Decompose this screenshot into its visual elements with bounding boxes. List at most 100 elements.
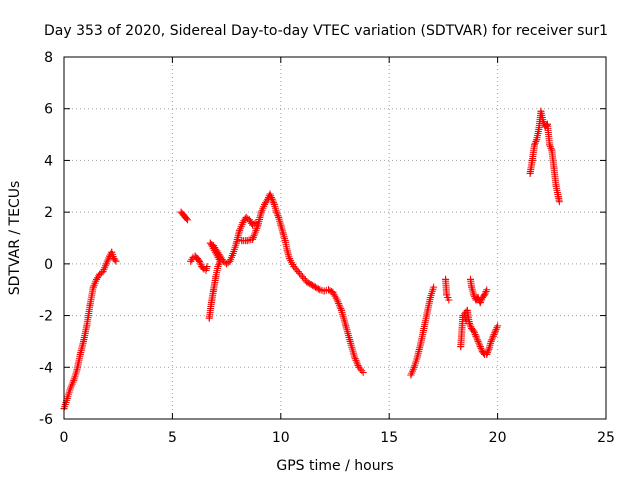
data-point-marker (196, 259, 204, 267)
data-point (324, 286, 332, 294)
data-point (249, 235, 257, 243)
data-point-marker (473, 334, 481, 342)
data-point-marker (547, 144, 555, 152)
data-point-marker (273, 210, 281, 218)
x-tick-label: 5 (168, 430, 177, 446)
data-point-marker (358, 367, 366, 375)
data-point (445, 296, 453, 304)
data-point (333, 296, 341, 304)
data-point-marker (478, 295, 486, 303)
data-point-marker (351, 355, 359, 363)
data-point (346, 337, 354, 345)
data-series (60, 248, 120, 413)
data-point (283, 247, 291, 255)
data-point-marker (296, 269, 304, 277)
data-point (216, 252, 224, 260)
data-series (457, 275, 502, 358)
data-point-marker (335, 300, 343, 308)
data-point (63, 394, 71, 402)
data-point (99, 268, 107, 276)
data-point (294, 268, 302, 276)
tick-layer: 0 5 10 15 20 25 -6 -4 -2 0 2 4 6 8 (39, 50, 615, 446)
data-point-marker (306, 280, 314, 288)
data-point-marker (337, 305, 345, 313)
data-point (272, 208, 280, 216)
data-point-marker (349, 349, 357, 357)
data-point-marker (345, 334, 353, 342)
y-tick-label: -4 (39, 360, 53, 376)
data-point (106, 252, 114, 260)
data-point (462, 317, 470, 325)
data-point-marker (309, 281, 317, 289)
data-point (457, 343, 465, 351)
data-point (266, 190, 274, 198)
data-point (261, 200, 269, 208)
data-point-marker (277, 223, 285, 231)
data-point (537, 107, 545, 115)
data-point-marker (339, 310, 347, 318)
data-point-marker (480, 292, 488, 300)
x-tick-label: 25 (597, 430, 615, 446)
data-point-marker (343, 326, 351, 334)
data-point-marker (489, 334, 497, 342)
x-tick-label: 15 (380, 430, 398, 446)
data-point (214, 262, 222, 270)
data-point (554, 193, 562, 201)
data-point (548, 146, 556, 154)
data-point-marker (250, 232, 258, 240)
data-point (533, 136, 541, 144)
data-point-marker (490, 331, 498, 339)
data-point (555, 198, 563, 206)
y-tick-label: -6 (39, 412, 53, 428)
data-point-marker (182, 215, 190, 223)
data-point-marker (291, 264, 299, 272)
data-point (303, 278, 311, 286)
data-point-marker (484, 347, 492, 355)
data-point (407, 371, 415, 379)
data-point (275, 213, 283, 221)
data-point-marker (267, 192, 275, 200)
data-point (423, 309, 431, 317)
data-point (196, 257, 203, 265)
data-point-marker (488, 336, 496, 344)
data-point (535, 125, 543, 133)
data-point (494, 322, 502, 330)
data-point-marker (483, 349, 491, 357)
data-point (467, 275, 474, 283)
data-point-marker (278, 227, 286, 235)
data-point (546, 141, 554, 149)
data-point (320, 287, 328, 295)
data-point (229, 250, 237, 258)
data-point-marker (111, 256, 119, 264)
data-point-marker (531, 139, 539, 147)
data-series (526, 107, 563, 206)
data-point (67, 384, 75, 392)
data-point-marker (477, 297, 485, 305)
data-point (210, 242, 218, 250)
data-point-marker (345, 332, 353, 340)
data-point (351, 353, 359, 361)
data-point-marker (270, 199, 278, 207)
data-point (112, 257, 120, 265)
data-point-marker (532, 137, 540, 145)
data-point-marker (353, 360, 361, 368)
data-point (329, 288, 337, 296)
data-point (239, 218, 247, 226)
data-point-marker (343, 328, 351, 336)
data-point (86, 301, 94, 309)
data-point-marker (310, 282, 318, 290)
data-point-marker (313, 284, 321, 292)
x-axis-label: GPS time / hours (276, 458, 393, 474)
data-point (108, 248, 116, 256)
data-point (210, 286, 218, 294)
data-point (89, 283, 97, 291)
chart-title: Day 353 of 2020, Sidereal Day-to-day VTE… (44, 23, 608, 39)
y-tick-label: 2 (44, 205, 53, 221)
data-point (298, 273, 306, 281)
data-point (461, 312, 469, 320)
data-point (187, 257, 195, 265)
data-point-marker (269, 197, 277, 205)
data-point-marker (253, 225, 261, 233)
data-point-marker (469, 326, 477, 334)
data-point-marker (473, 336, 481, 344)
